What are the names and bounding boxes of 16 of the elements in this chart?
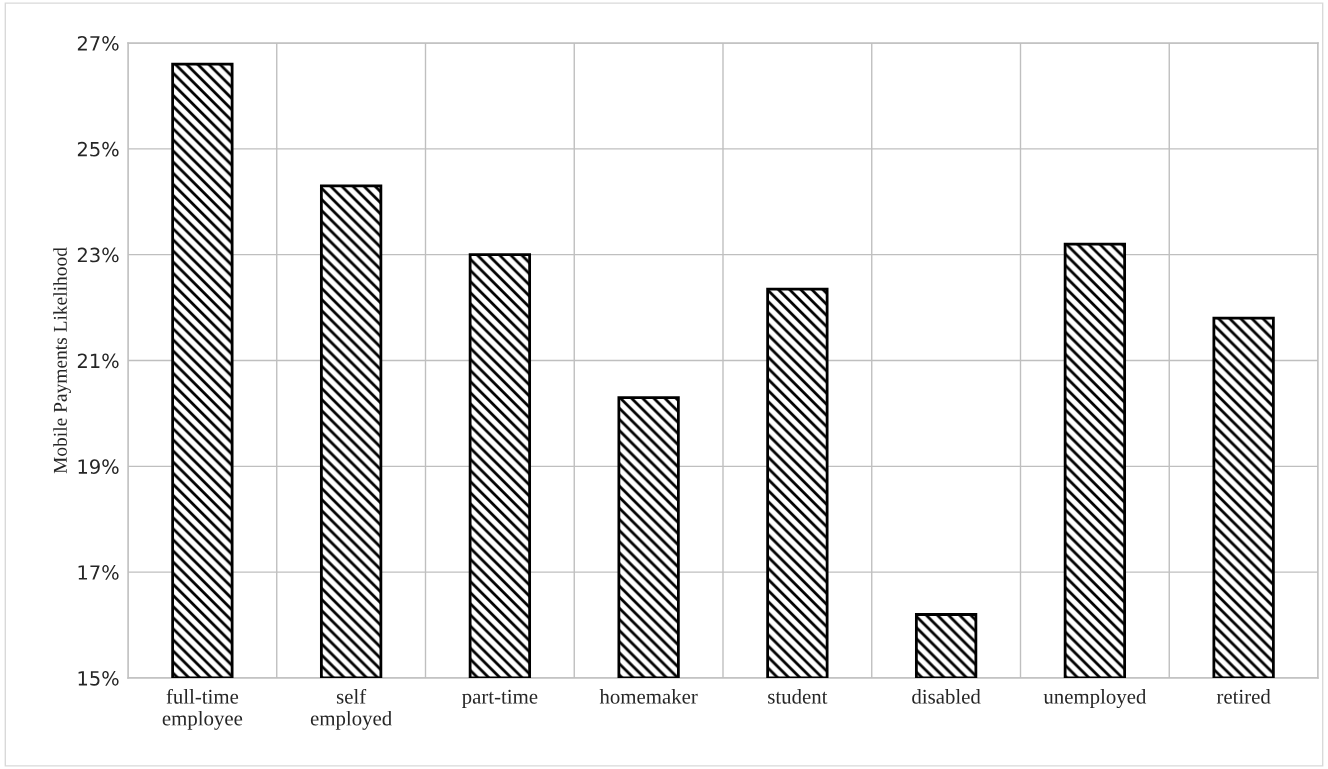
y-tick-label: 19% <box>78 459 119 474</box>
y-tick-label: 27% <box>77 35 119 51</box>
x-tick-label: self employed <box>310 688 392 730</box>
x-tick-label: unemployed <box>1043 689 1147 709</box>
x-tick-label: retired <box>1216 689 1271 704</box>
y-tick-label: 15% <box>78 670 119 686</box>
x-tick-label: part-time <box>462 689 538 708</box>
x-tick-label: disabled <box>912 689 981 704</box>
x-tick-label: homemaker <box>599 689 698 704</box>
x-tick-label: student <box>768 689 828 704</box>
y-tick-label: 23% <box>77 247 119 263</box>
y-axis-title: Mobile Payments Likelihood <box>53 247 71 474</box>
y-tick-label: 17% <box>78 565 119 580</box>
y-tick-label: 21% <box>77 353 119 369</box>
y-tick-label: 25% <box>77 141 119 157</box>
x-tick-label: full-time employee <box>162 688 243 730</box>
